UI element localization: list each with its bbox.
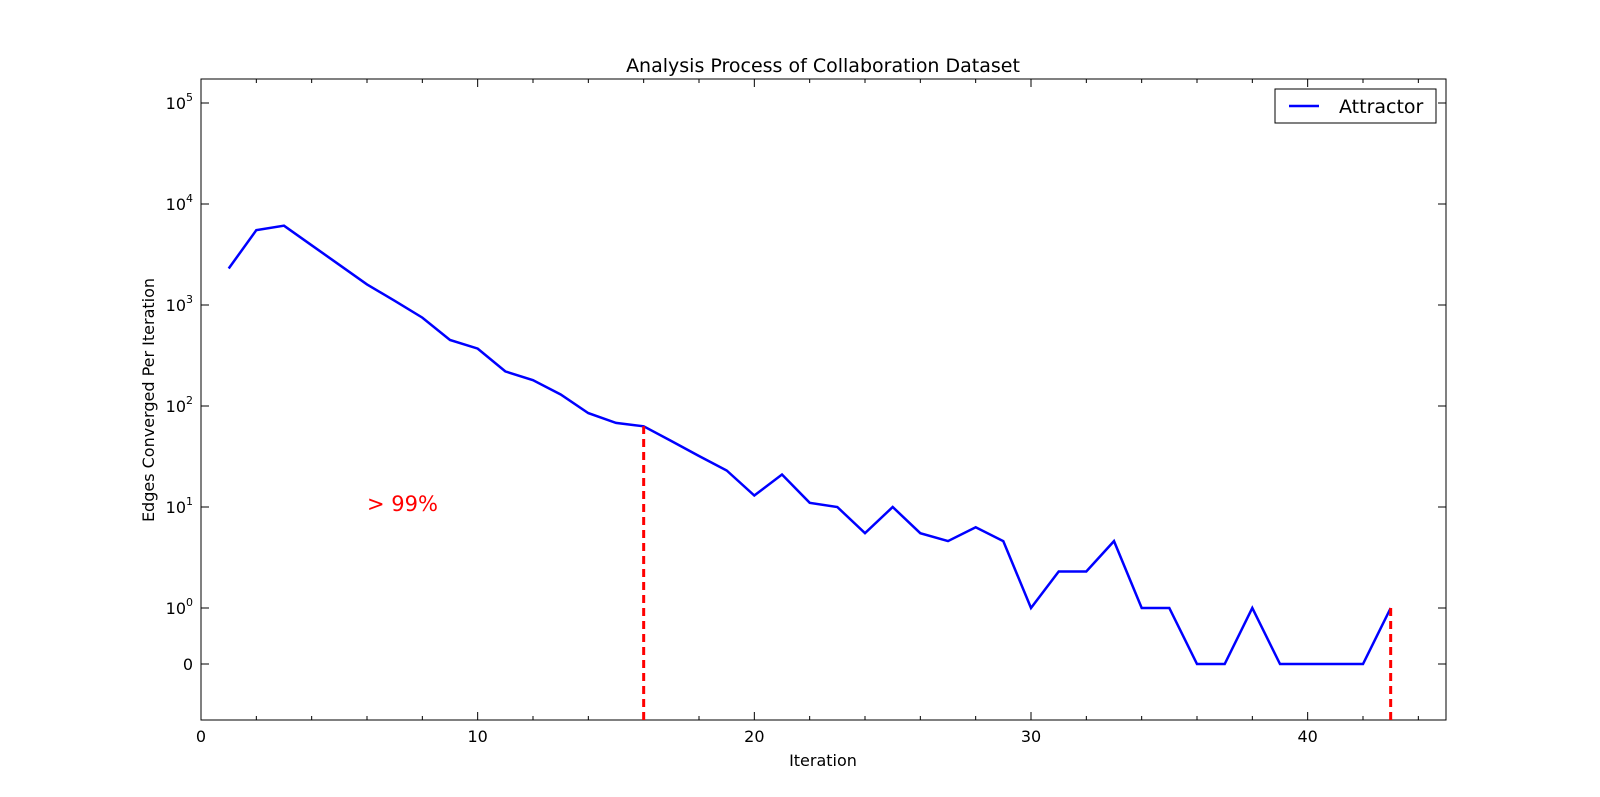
- y-tick-label: 105: [166, 91, 193, 113]
- x-tick-label: 0: [196, 727, 206, 746]
- y-tick-label: 103: [166, 293, 193, 315]
- y-tick-label: 100: [166, 596, 193, 618]
- y-tick-label: 104: [166, 192, 193, 214]
- y-tick-label: 101: [166, 495, 193, 517]
- x-tick-label: 40: [1297, 727, 1317, 746]
- legend-label: Attractor: [1339, 96, 1424, 118]
- x-tick-label: 20: [744, 727, 764, 746]
- y-tick-label: 102: [166, 394, 193, 416]
- y-tick-label: 0: [183, 655, 193, 674]
- x-axis-label: Iteration: [789, 751, 857, 770]
- x-tick-label: 30: [1021, 727, 1041, 746]
- y-axis-label: Edges Converged Per Iteration: [139, 278, 158, 522]
- chart-title: Analysis Process of Collaboration Datase…: [626, 55, 1020, 77]
- series-line-attractor: [227, 224, 1392, 666]
- x-tick-label: 10: [467, 727, 487, 746]
- annotation-label: > 99%: [367, 492, 438, 516]
- plot-frame: [200, 78, 1447, 721]
